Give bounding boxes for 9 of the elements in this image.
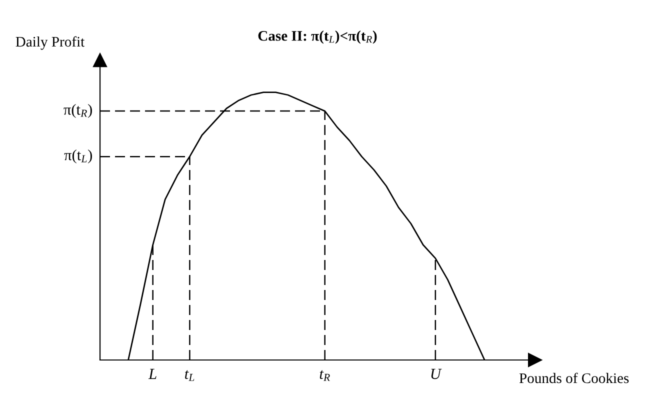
x-tick-label: t$_{R}$ — [320, 370, 330, 381]
x-axis-title: Pounds of Cookies — [519, 372, 629, 384]
y-axis-title: Daily Profit — [16, 36, 85, 50]
ref-line-label: π(t$_{L}$) — [64, 150, 92, 164]
ref-line-label: π(t$_{R}$) — [64, 104, 92, 118]
x-tick-label: t$_{L}$ — [185, 370, 194, 381]
x-tick-label: U — [431, 368, 442, 380]
chart-title: Case II: π(t$_{L}$)<π(t$_{R}$) — [258, 30, 377, 44]
x-tick-label: L — [148, 368, 156, 379]
